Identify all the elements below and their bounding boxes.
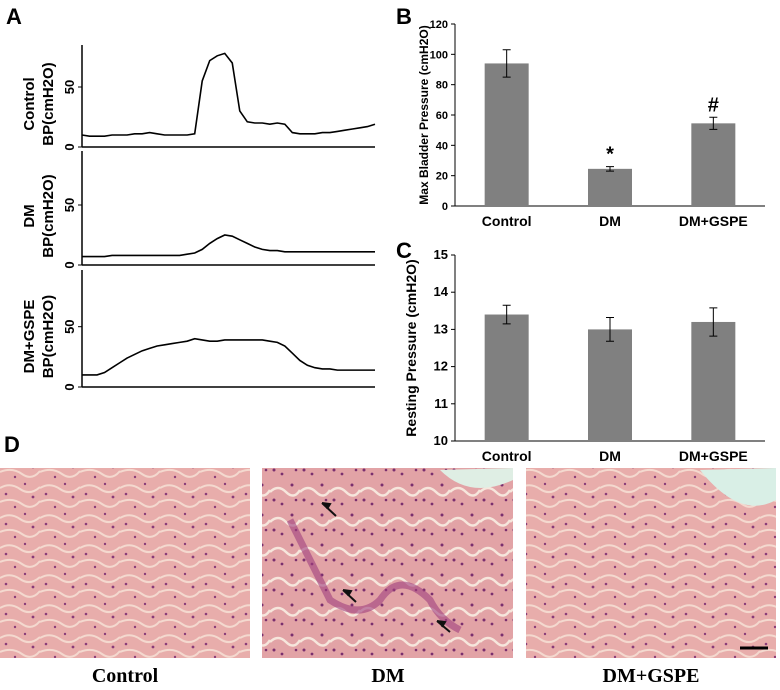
y-tick-label: 14 [434, 284, 449, 299]
histology-image [262, 468, 513, 658]
vessel [286, 518, 462, 634]
y-tick-label: 15 [434, 247, 448, 262]
y-tick-label: 120 [430, 19, 448, 31]
error-bar [502, 49, 511, 78]
bar [484, 63, 529, 206]
trace [82, 337, 375, 376]
histology-image [0, 468, 250, 658]
arrows [321, 502, 451, 633]
stroma [700, 468, 776, 506]
error-bar [606, 316, 614, 342]
panel-label: A [6, 4, 22, 29]
y-tick-label: 50 [62, 80, 77, 94]
group-label: Control [21, 77, 38, 130]
bar [691, 123, 736, 206]
error-bar [709, 307, 718, 337]
y-tick-label: 50 [62, 319, 77, 333]
x-tick-label: Control [482, 448, 532, 464]
significance-mark: * [606, 144, 614, 166]
x-tick-label: DM [599, 213, 621, 229]
caption: Control [92, 665, 159, 687]
panel-label: D [4, 432, 20, 457]
caption: DM+GSPE [603, 665, 700, 687]
y-tick-label: 20 [436, 171, 448, 183]
x-tick-label: Control [482, 213, 532, 229]
y-tick-label: 100 [430, 49, 448, 61]
group-label: DM+GSPE [21, 300, 38, 374]
panel-label: B [396, 4, 412, 29]
group-label: DM [21, 204, 38, 227]
caption: DM [371, 665, 404, 687]
y-tick-label: 50 [62, 198, 77, 212]
y-axis-label: Resting Pressure (cmH2O) [403, 259, 419, 436]
bar [588, 168, 632, 206]
error-bar [502, 304, 511, 325]
y-tick-label: 12 [434, 359, 448, 374]
error-bar [709, 116, 718, 130]
y-tick-label: 80 [436, 80, 448, 92]
bar [588, 329, 632, 441]
y-tick-label: 0 [62, 143, 77, 150]
error-bar [606, 166, 614, 172]
y-axis-label: BP(cmH2O) [40, 62, 57, 145]
y-axis-label: BP(cmH2O) [40, 174, 57, 257]
significance-mark: # [708, 94, 719, 116]
y-tick-label: 40 [436, 140, 448, 152]
bar [691, 321, 736, 441]
y-tick-label: 13 [434, 321, 448, 336]
trace [81, 52, 376, 137]
trace [82, 234, 375, 258]
y-tick-label: 11 [434, 396, 448, 411]
x-tick-label: DM [599, 448, 621, 464]
y-tick-label: 0 [442, 201, 448, 213]
x-tick-label: DM+GSPE [679, 213, 748, 229]
x-tick-label: DM+GSPE [679, 448, 748, 464]
y-tick-label: 10 [434, 433, 448, 448]
y-tick-label: 0 [62, 261, 77, 268]
y-tick-label: 60 [436, 110, 448, 122]
panel-label: C [396, 238, 412, 263]
y-axis-label: Max Bladder Pressure (cmH2O) [417, 25, 431, 204]
y-axis-label: BP(cmH2O) [40, 295, 57, 378]
y-tick-label: 0 [62, 383, 77, 390]
bar [484, 314, 529, 441]
stroma [440, 468, 513, 488]
